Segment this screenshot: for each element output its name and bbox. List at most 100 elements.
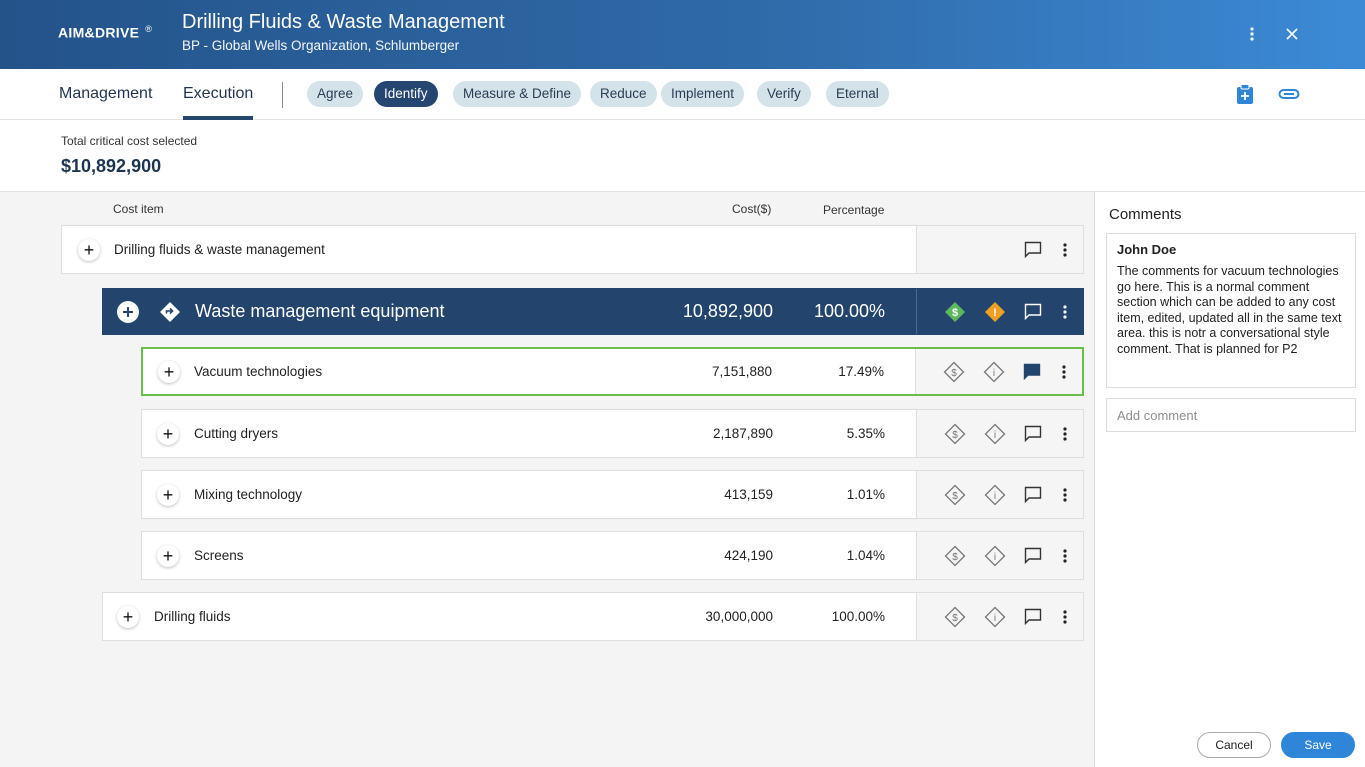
more-icon[interactable] bbox=[1059, 546, 1071, 566]
dollar-diamond-icon[interactable]: $ bbox=[943, 605, 967, 629]
save-button[interactable]: Save bbox=[1281, 732, 1355, 758]
comment-icon[interactable] bbox=[1023, 607, 1043, 627]
comment-icon[interactable] bbox=[1023, 424, 1043, 444]
row-actions: $ i bbox=[916, 410, 1083, 457]
row-actions bbox=[916, 226, 1083, 273]
cost-row-mixing-technology[interactable]: + Mixing technology 413,159 1.01% $ i bbox=[141, 470, 1084, 519]
comment-text: The comments for vacuum technologies go … bbox=[1117, 264, 1342, 356]
cost-row-waste-management-equipment[interactable]: Waste management equipment 10,892,900 10… bbox=[102, 288, 1084, 335]
row-actions: $ ! bbox=[916, 289, 1083, 334]
expand-plus-icon[interactable]: + bbox=[157, 544, 179, 567]
percentage-value: 100.00% bbox=[813, 301, 885, 321]
phase-verify[interactable]: Verify bbox=[757, 81, 811, 107]
dollar-diamond-icon[interactable]: $ bbox=[943, 483, 967, 507]
svg-text:$: $ bbox=[952, 552, 958, 563]
nav-divider bbox=[282, 82, 283, 108]
page-subtitle: BP - Global Wells Organization, Schlumbe… bbox=[182, 38, 460, 53]
phase-identify[interactable]: Identify bbox=[374, 81, 438, 107]
cost-value: 7,151,880 bbox=[711, 364, 772, 379]
cost-item-name: Cutting dryers bbox=[194, 426, 279, 441]
more-icon[interactable] bbox=[1059, 485, 1071, 505]
cost-item-name: Mixing technology bbox=[194, 487, 303, 502]
cost-item-name: Vacuum technologies bbox=[194, 364, 323, 379]
svg-text:i: i bbox=[994, 491, 996, 502]
svg-text:$: $ bbox=[952, 613, 958, 624]
info-diamond-icon[interactable]: i bbox=[983, 605, 1007, 629]
cost-row-drilling-fluids[interactable]: + Drilling fluids 30,000,000 100.00% $ i bbox=[102, 592, 1084, 641]
info-diamond-icon[interactable]: i bbox=[983, 483, 1007, 507]
tab-management[interactable]: Management bbox=[59, 85, 153, 102]
comment-filled-icon[interactable] bbox=[1022, 362, 1042, 382]
more-icon[interactable] bbox=[1059, 240, 1071, 260]
column-header-cost-item: Cost item bbox=[113, 202, 164, 216]
percentage-value: 17.49% bbox=[838, 364, 884, 379]
comment-icon[interactable] bbox=[1023, 485, 1043, 505]
diamond-direction-icon bbox=[159, 301, 181, 323]
svg-text:$: $ bbox=[951, 368, 957, 379]
comment-icon[interactable] bbox=[1023, 240, 1043, 260]
info-diamond-icon[interactable]: i bbox=[983, 544, 1007, 568]
more-icon[interactable] bbox=[1059, 424, 1071, 444]
row-actions: $ i bbox=[916, 532, 1083, 579]
info-diamond-icon[interactable]: i bbox=[983, 422, 1007, 446]
svg-text:i: i bbox=[993, 368, 995, 379]
expand-plus-icon[interactable]: + bbox=[157, 422, 179, 445]
comments-title: Comments bbox=[1109, 206, 1182, 223]
dollar-diamond-icon[interactable]: $ bbox=[943, 300, 967, 324]
cost-row-drilling-fluids-waste[interactable]: + Drilling fluids & waste management bbox=[61, 225, 1084, 274]
summary-label: Total critical cost selected bbox=[61, 134, 198, 148]
cost-summary: Total critical cost selected $10,892,900 bbox=[0, 120, 1365, 192]
cost-value: 424,190 bbox=[724, 548, 773, 563]
phase-reduce[interactable]: Reduce bbox=[590, 81, 657, 107]
comment-card[interactable]: John Doe The comments for vacuum technol… bbox=[1106, 233, 1356, 388]
percentage-value: 5.35% bbox=[846, 426, 885, 441]
cost-row-cutting-dryers[interactable]: + Cutting dryers 2,187,890 5.35% $ i bbox=[141, 409, 1084, 458]
tab-execution[interactable]: Execution bbox=[183, 69, 254, 120]
summary-value: $10,892,900 bbox=[61, 156, 162, 176]
navigation-bar: Management Execution Agree Identify Meas… bbox=[0, 69, 1365, 120]
more-icon[interactable] bbox=[1058, 362, 1070, 382]
comment-author: John Doe bbox=[1117, 242, 1177, 257]
warning-diamond-icon[interactable]: ! bbox=[983, 300, 1007, 324]
svg-text:$: $ bbox=[952, 307, 958, 319]
cost-item-name: Drilling fluids & waste management bbox=[114, 242, 325, 257]
cost-row-vacuum-technologies[interactable]: + Vacuum technologies 7,151,880 17.49% $… bbox=[141, 347, 1084, 396]
svg-text:i: i bbox=[994, 552, 996, 563]
row-actions: $ i bbox=[916, 471, 1083, 518]
percentage-value: 100.00% bbox=[831, 609, 885, 624]
phase-agree[interactable]: Agree bbox=[307, 81, 364, 107]
svg-text:i: i bbox=[994, 430, 996, 441]
phase-measure-define[interactable]: Measure & Define bbox=[453, 81, 582, 107]
percentage-value: 1.01% bbox=[846, 487, 885, 502]
comment-icon[interactable] bbox=[1023, 546, 1043, 566]
expand-plus-icon[interactable]: + bbox=[78, 238, 100, 261]
cost-value: 30,000,000 bbox=[705, 609, 773, 624]
cost-value: 10,892,900 bbox=[682, 301, 773, 321]
cost-item-name: Waste management equipment bbox=[195, 301, 445, 321]
expand-plus-icon[interactable]: + bbox=[158, 360, 180, 383]
close-icon[interactable] bbox=[1280, 22, 1304, 46]
expand-plus-icon[interactable]: + bbox=[117, 605, 139, 628]
column-header-cost: Cost($) bbox=[732, 202, 772, 216]
info-diamond-icon[interactable]: i bbox=[982, 360, 1006, 384]
dollar-diamond-icon[interactable]: $ bbox=[943, 422, 967, 446]
attachment-icon[interactable] bbox=[1278, 83, 1300, 105]
expand-plus-icon[interactable] bbox=[117, 300, 139, 323]
more-icon[interactable] bbox=[1059, 607, 1071, 627]
dollar-diamond-icon[interactable]: $ bbox=[943, 544, 967, 568]
dollar-diamond-icon[interactable]: $ bbox=[942, 360, 966, 384]
cost-row-screens[interactable]: + Screens 424,190 1.04% $ i bbox=[141, 531, 1084, 580]
column-header-percentage: Percentage bbox=[823, 203, 885, 217]
expand-plus-icon[interactable]: + bbox=[157, 483, 179, 506]
phase-eternal[interactable]: Eternal bbox=[826, 81, 889, 107]
kebab-icon[interactable] bbox=[1240, 22, 1264, 46]
cost-item-name: Drilling fluids bbox=[154, 609, 231, 624]
more-icon[interactable] bbox=[1059, 302, 1071, 322]
add-comment-input[interactable] bbox=[1106, 398, 1356, 432]
percentage-value: 1.04% bbox=[846, 548, 885, 563]
phase-implement[interactable]: Implement bbox=[661, 81, 745, 107]
page-title: Drilling Fluids & Waste Management bbox=[182, 11, 505, 33]
comment-icon[interactable] bbox=[1023, 302, 1043, 322]
cancel-button[interactable]: Cancel bbox=[1197, 732, 1271, 758]
clipboard-add-icon[interactable] bbox=[1234, 83, 1256, 105]
